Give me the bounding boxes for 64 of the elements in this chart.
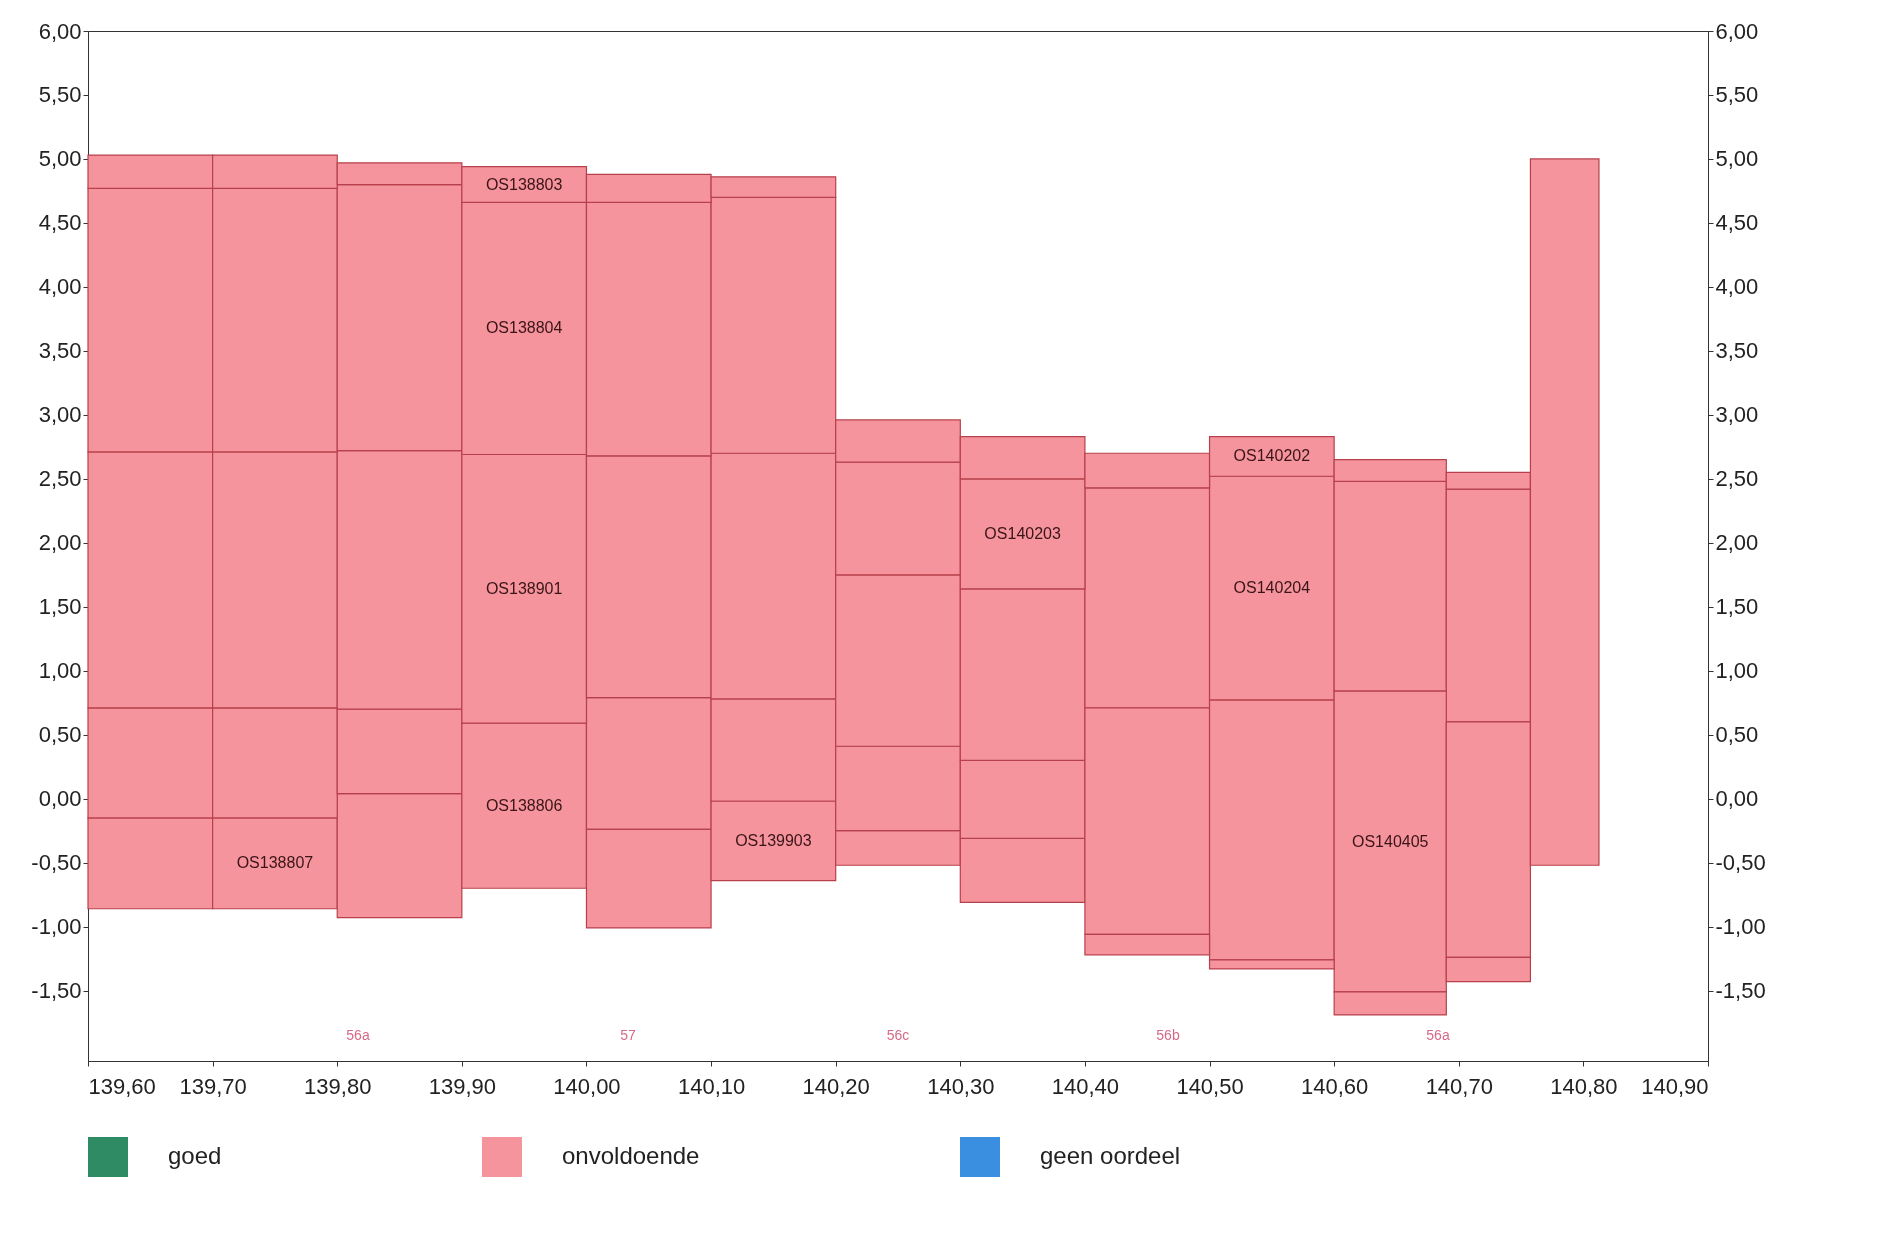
y-tick-label: 5,50 — [38, 82, 82, 108]
y2-tick-label: 5,50 — [1715, 82, 1759, 108]
y-tick-label: 4,50 — [38, 210, 82, 236]
y-tick-label: 2,00 — [38, 530, 82, 556]
x-tick-label: 140,80 — [1550, 1073, 1618, 1099]
y-tick-label: 5,00 — [38, 146, 82, 172]
y-tick-label: 6,00 — [38, 18, 82, 44]
y2-tick-label: -1,50 — [1715, 978, 1766, 1004]
y-tick-label: 1,00 — [38, 658, 82, 684]
annotation: 56b — [1156, 1027, 1180, 1043]
y-tick-label: 3,00 — [38, 402, 82, 428]
y2-tick-label: 3,00 — [1715, 402, 1759, 428]
y2-tick-label: 1,50 — [1715, 594, 1759, 620]
series-label: OS138807 — [236, 854, 314, 872]
x-tick-label: 140,00 — [553, 1073, 621, 1099]
x-tick-label: 140,90 — [1641, 1073, 1709, 1099]
legend-label: geen oordeel — [1040, 1142, 1181, 1169]
x-tick-label: 140,50 — [1176, 1073, 1244, 1099]
series-label: OS140405 — [1351, 832, 1429, 850]
y2-tick-label: 5,00 — [1715, 146, 1759, 172]
x-tick-label: 140,10 — [677, 1073, 746, 1099]
y-tick-label: 0,00 — [38, 786, 82, 812]
y2-tick-label: 0,00 — [1715, 786, 1759, 812]
x-tick-label: 140,70 — [1425, 1073, 1493, 1099]
legend-label: onvoldoende — [562, 1142, 700, 1169]
x-tick-label: 139,70 — [179, 1073, 247, 1099]
x-tick-label: 139,60 — [88, 1073, 156, 1099]
annotation: 56a — [346, 1027, 370, 1043]
y2-tick-label: 1,00 — [1715, 658, 1759, 684]
y-tick-label: -1,50 — [31, 978, 82, 1004]
y2-tick-label: -0,50 — [1715, 850, 1766, 876]
y-tick-label: 4,00 — [38, 274, 82, 300]
series-label: OS138806 — [485, 796, 563, 814]
y2-tick-label: 6,00 — [1715, 18, 1759, 44]
annotation: 56c — [886, 1027, 910, 1043]
x-tick-label: 140,60 — [1301, 1073, 1369, 1099]
x-tick-label: 140,20 — [802, 1073, 870, 1099]
series-label: OS140204 — [1233, 579, 1311, 597]
y-tick-label: 0,50 — [38, 722, 82, 748]
series-label: OS140203 — [984, 524, 1061, 542]
y2-tick-label: 0,50 — [1715, 722, 1759, 748]
x-tick-label: 140,30 — [927, 1073, 995, 1099]
legend-label: goed — [168, 1142, 222, 1169]
x-tick-label: 139,80 — [304, 1073, 372, 1099]
y2-tick-label: 3,50 — [1715, 338, 1759, 364]
annotation: 56a — [1426, 1027, 1450, 1043]
y2-tick-label: 2,50 — [1715, 466, 1759, 492]
y-tick-label: -0,50 — [31, 850, 82, 876]
y-tick-label: 3,50 — [38, 338, 82, 364]
series-label: OS138901 — [485, 579, 563, 597]
series-label: OS138803 — [485, 175, 563, 193]
series-label: OS139903 — [735, 831, 812, 849]
y-tick-label: 1,50 — [38, 594, 82, 620]
series-label: OS140202 — [1233, 447, 1311, 465]
y-tick-label: 2,50 — [38, 466, 82, 492]
y2-tick-label: 2,00 — [1715, 530, 1759, 556]
y-tick-label: -1,00 — [31, 914, 82, 940]
annotation: 57 — [620, 1027, 636, 1043]
x-tick-label: 140,40 — [1051, 1073, 1120, 1099]
y2-tick-label: 4,50 — [1715, 210, 1759, 236]
y2-tick-label: 4,00 — [1715, 274, 1759, 300]
y2-tick-label: -1,00 — [1715, 914, 1766, 940]
x-tick-label: 139,90 — [428, 1073, 496, 1099]
series-label: OS138804 — [485, 319, 563, 337]
